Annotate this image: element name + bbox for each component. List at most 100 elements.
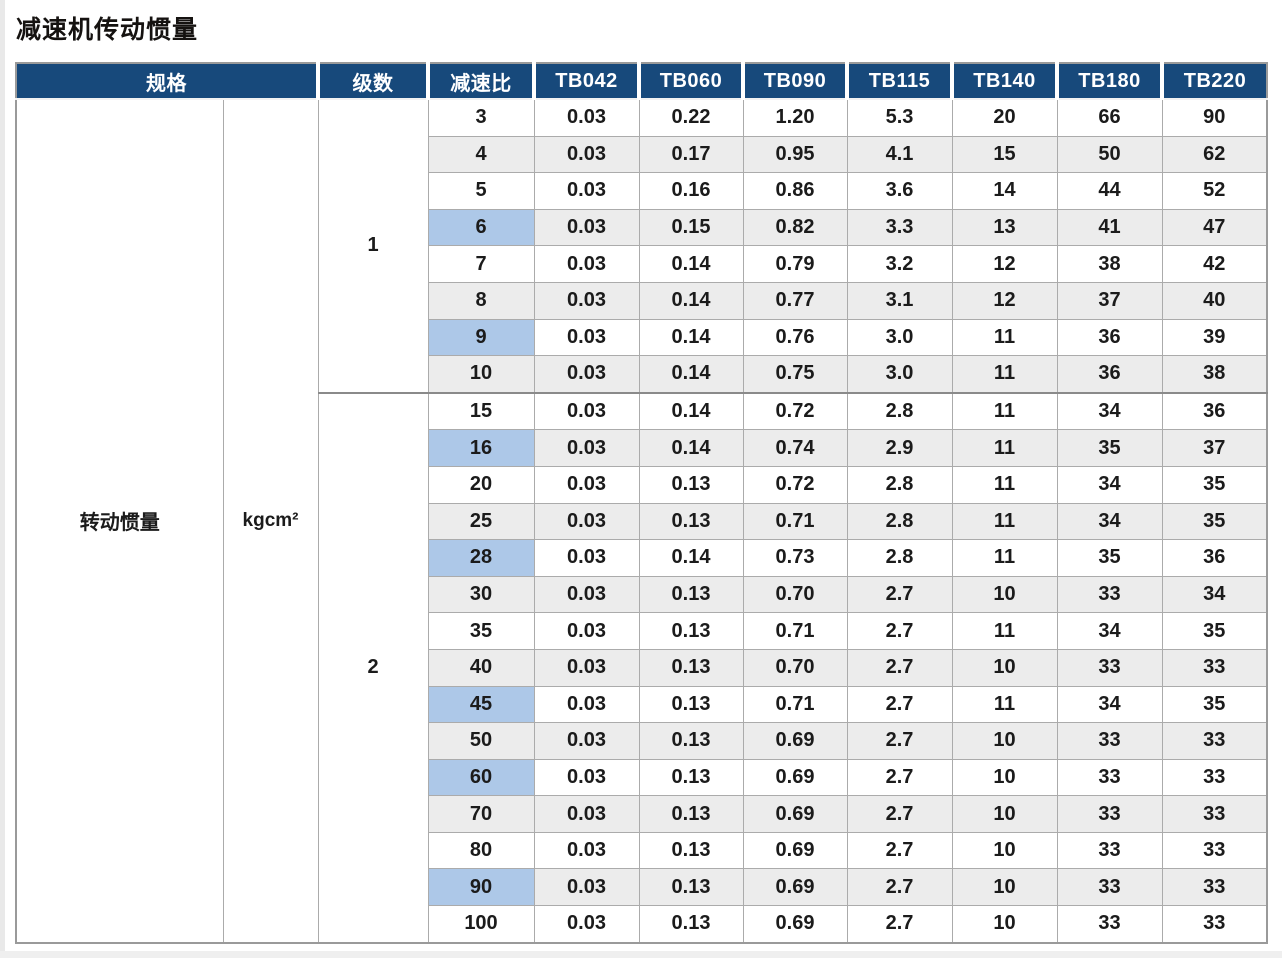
value-cell: 0.03 (533, 539, 640, 577)
page-title: 减速机传动惯量 (16, 16, 199, 44)
value-cell: 11 (951, 502, 1058, 541)
ratio-cell: 90 (427, 868, 535, 907)
value-cell: 0.13 (638, 575, 744, 614)
ratio-cell: 20 (427, 465, 535, 504)
value-cell: 0.03 (533, 465, 640, 504)
value-cell: 14 (951, 172, 1058, 210)
ratio-cell: 70 (427, 795, 535, 833)
table-row: 8 0.03 0.14 0.77 3.1 12 37 40 (16, 281, 1268, 320)
value-cell: 33 (1056, 831, 1163, 870)
page-edge-left (0, 0, 5, 958)
value-cell: 50 (1056, 135, 1163, 174)
value-cell: 90 (1161, 98, 1268, 137)
value-cell: 0.14 (638, 355, 744, 394)
value-cell: 36 (1056, 318, 1163, 357)
value-cell: 2.7 (846, 685, 953, 724)
value-cell: 0.69 (742, 722, 848, 760)
value-cell: 0.71 (742, 612, 848, 650)
table-row: 4 0.03 0.17 0.95 4.1 15 50 62 (16, 135, 1268, 174)
header-spec: 规格 (16, 63, 320, 100)
ratio-cell: 16 (427, 429, 535, 467)
value-cell: 0.03 (533, 905, 640, 944)
value-cell: 3.6 (846, 172, 953, 210)
value-cell: 0.14 (638, 245, 744, 283)
table-row: 25 0.03 0.13 0.71 2.8 11 34 35 (16, 502, 1268, 541)
value-cell: 0.03 (533, 318, 640, 357)
value-cell: 0.22 (638, 98, 744, 137)
table-row: 40 0.03 0.13 0.70 2.7 10 33 33 (16, 648, 1268, 687)
value-cell: 0.13 (638, 758, 744, 797)
value-cell: 62 (1161, 135, 1268, 174)
value-cell: 0.13 (638, 465, 744, 504)
value-cell: 0.03 (533, 281, 640, 320)
value-cell: 2.8 (846, 502, 953, 541)
value-cell: 0.13 (638, 685, 744, 724)
value-cell: 39 (1161, 318, 1268, 357)
ratio-cell: 100 (427, 905, 535, 944)
value-cell: 0.03 (533, 831, 640, 870)
value-cell: 2.7 (846, 795, 953, 833)
value-cell: 0.03 (533, 648, 640, 687)
header-model-tb042: TB042 (534, 63, 641, 100)
value-cell: 0.69 (742, 831, 848, 870)
header-row: 规格 级数 减速比 TB042 TB060 TB090 TB115 TB140 … (16, 63, 1267, 100)
value-cell: 0.14 (638, 318, 744, 357)
value-cell: 0.13 (638, 722, 744, 760)
value-cell: 33 (1161, 868, 1268, 907)
value-cell: 33 (1056, 648, 1163, 687)
value-cell: 66 (1056, 98, 1163, 137)
value-cell: 0.69 (742, 758, 848, 797)
value-cell: 0.14 (638, 391, 744, 431)
ratio-cell: 30 (427, 575, 535, 614)
value-cell: 0.03 (533, 391, 640, 431)
value-cell: 11 (951, 465, 1058, 504)
value-cell: 10 (951, 795, 1058, 833)
value-cell: 0.03 (533, 98, 640, 137)
value-cell: 33 (1161, 758, 1268, 797)
ratio-cell: 4 (427, 135, 535, 174)
value-cell: 35 (1161, 502, 1268, 541)
value-cell: 37 (1056, 281, 1163, 320)
value-cell: 2.7 (846, 831, 953, 870)
value-cell: 0.70 (742, 648, 848, 687)
ratio-cell: 80 (427, 831, 535, 870)
value-cell: 42 (1161, 245, 1268, 283)
value-cell: 33 (1161, 795, 1268, 833)
value-cell: 2.7 (846, 905, 953, 944)
value-cell: 3.3 (846, 208, 953, 247)
value-cell: 0.13 (638, 502, 744, 541)
value-cell: 34 (1056, 612, 1163, 650)
value-cell: 38 (1056, 245, 1163, 283)
value-cell: 0.03 (533, 208, 640, 247)
value-cell: 0.72 (742, 465, 848, 504)
value-cell: 0.03 (533, 612, 640, 650)
ratio-cell: 25 (427, 502, 535, 541)
header-stages: 级数 (318, 63, 430, 100)
ratio-cell: 10 (427, 355, 535, 394)
value-cell: 33 (1056, 575, 1163, 614)
value-cell: 10 (951, 868, 1058, 907)
value-cell: 40 (1161, 281, 1268, 320)
value-cell: 0.03 (533, 575, 640, 614)
table-row: 80 0.03 0.13 0.69 2.7 10 33 33 (16, 831, 1268, 870)
value-cell: 0.69 (742, 905, 848, 944)
value-cell: 33 (1161, 722, 1268, 760)
table-row: 60 0.03 0.13 0.69 2.7 10 33 33 (16, 758, 1268, 797)
value-cell: 0.15 (638, 208, 744, 247)
value-cell: 11 (951, 539, 1058, 577)
value-cell: 41 (1056, 208, 1163, 247)
ratio-cell: 45 (427, 685, 535, 724)
value-cell: 12 (951, 281, 1058, 320)
value-cell: 11 (951, 355, 1058, 394)
value-cell: 0.03 (533, 502, 640, 541)
value-cell: 0.95 (742, 135, 848, 174)
value-cell: 34 (1056, 685, 1163, 724)
value-cell: 10 (951, 722, 1058, 760)
value-cell: 0.71 (742, 502, 848, 541)
value-cell: 0.73 (742, 539, 848, 577)
value-cell: 11 (951, 429, 1058, 467)
value-cell: 0.13 (638, 868, 744, 907)
value-cell: 35 (1056, 539, 1163, 577)
header-model-tb060: TB060 (639, 63, 745, 100)
value-cell: 33 (1056, 905, 1163, 944)
